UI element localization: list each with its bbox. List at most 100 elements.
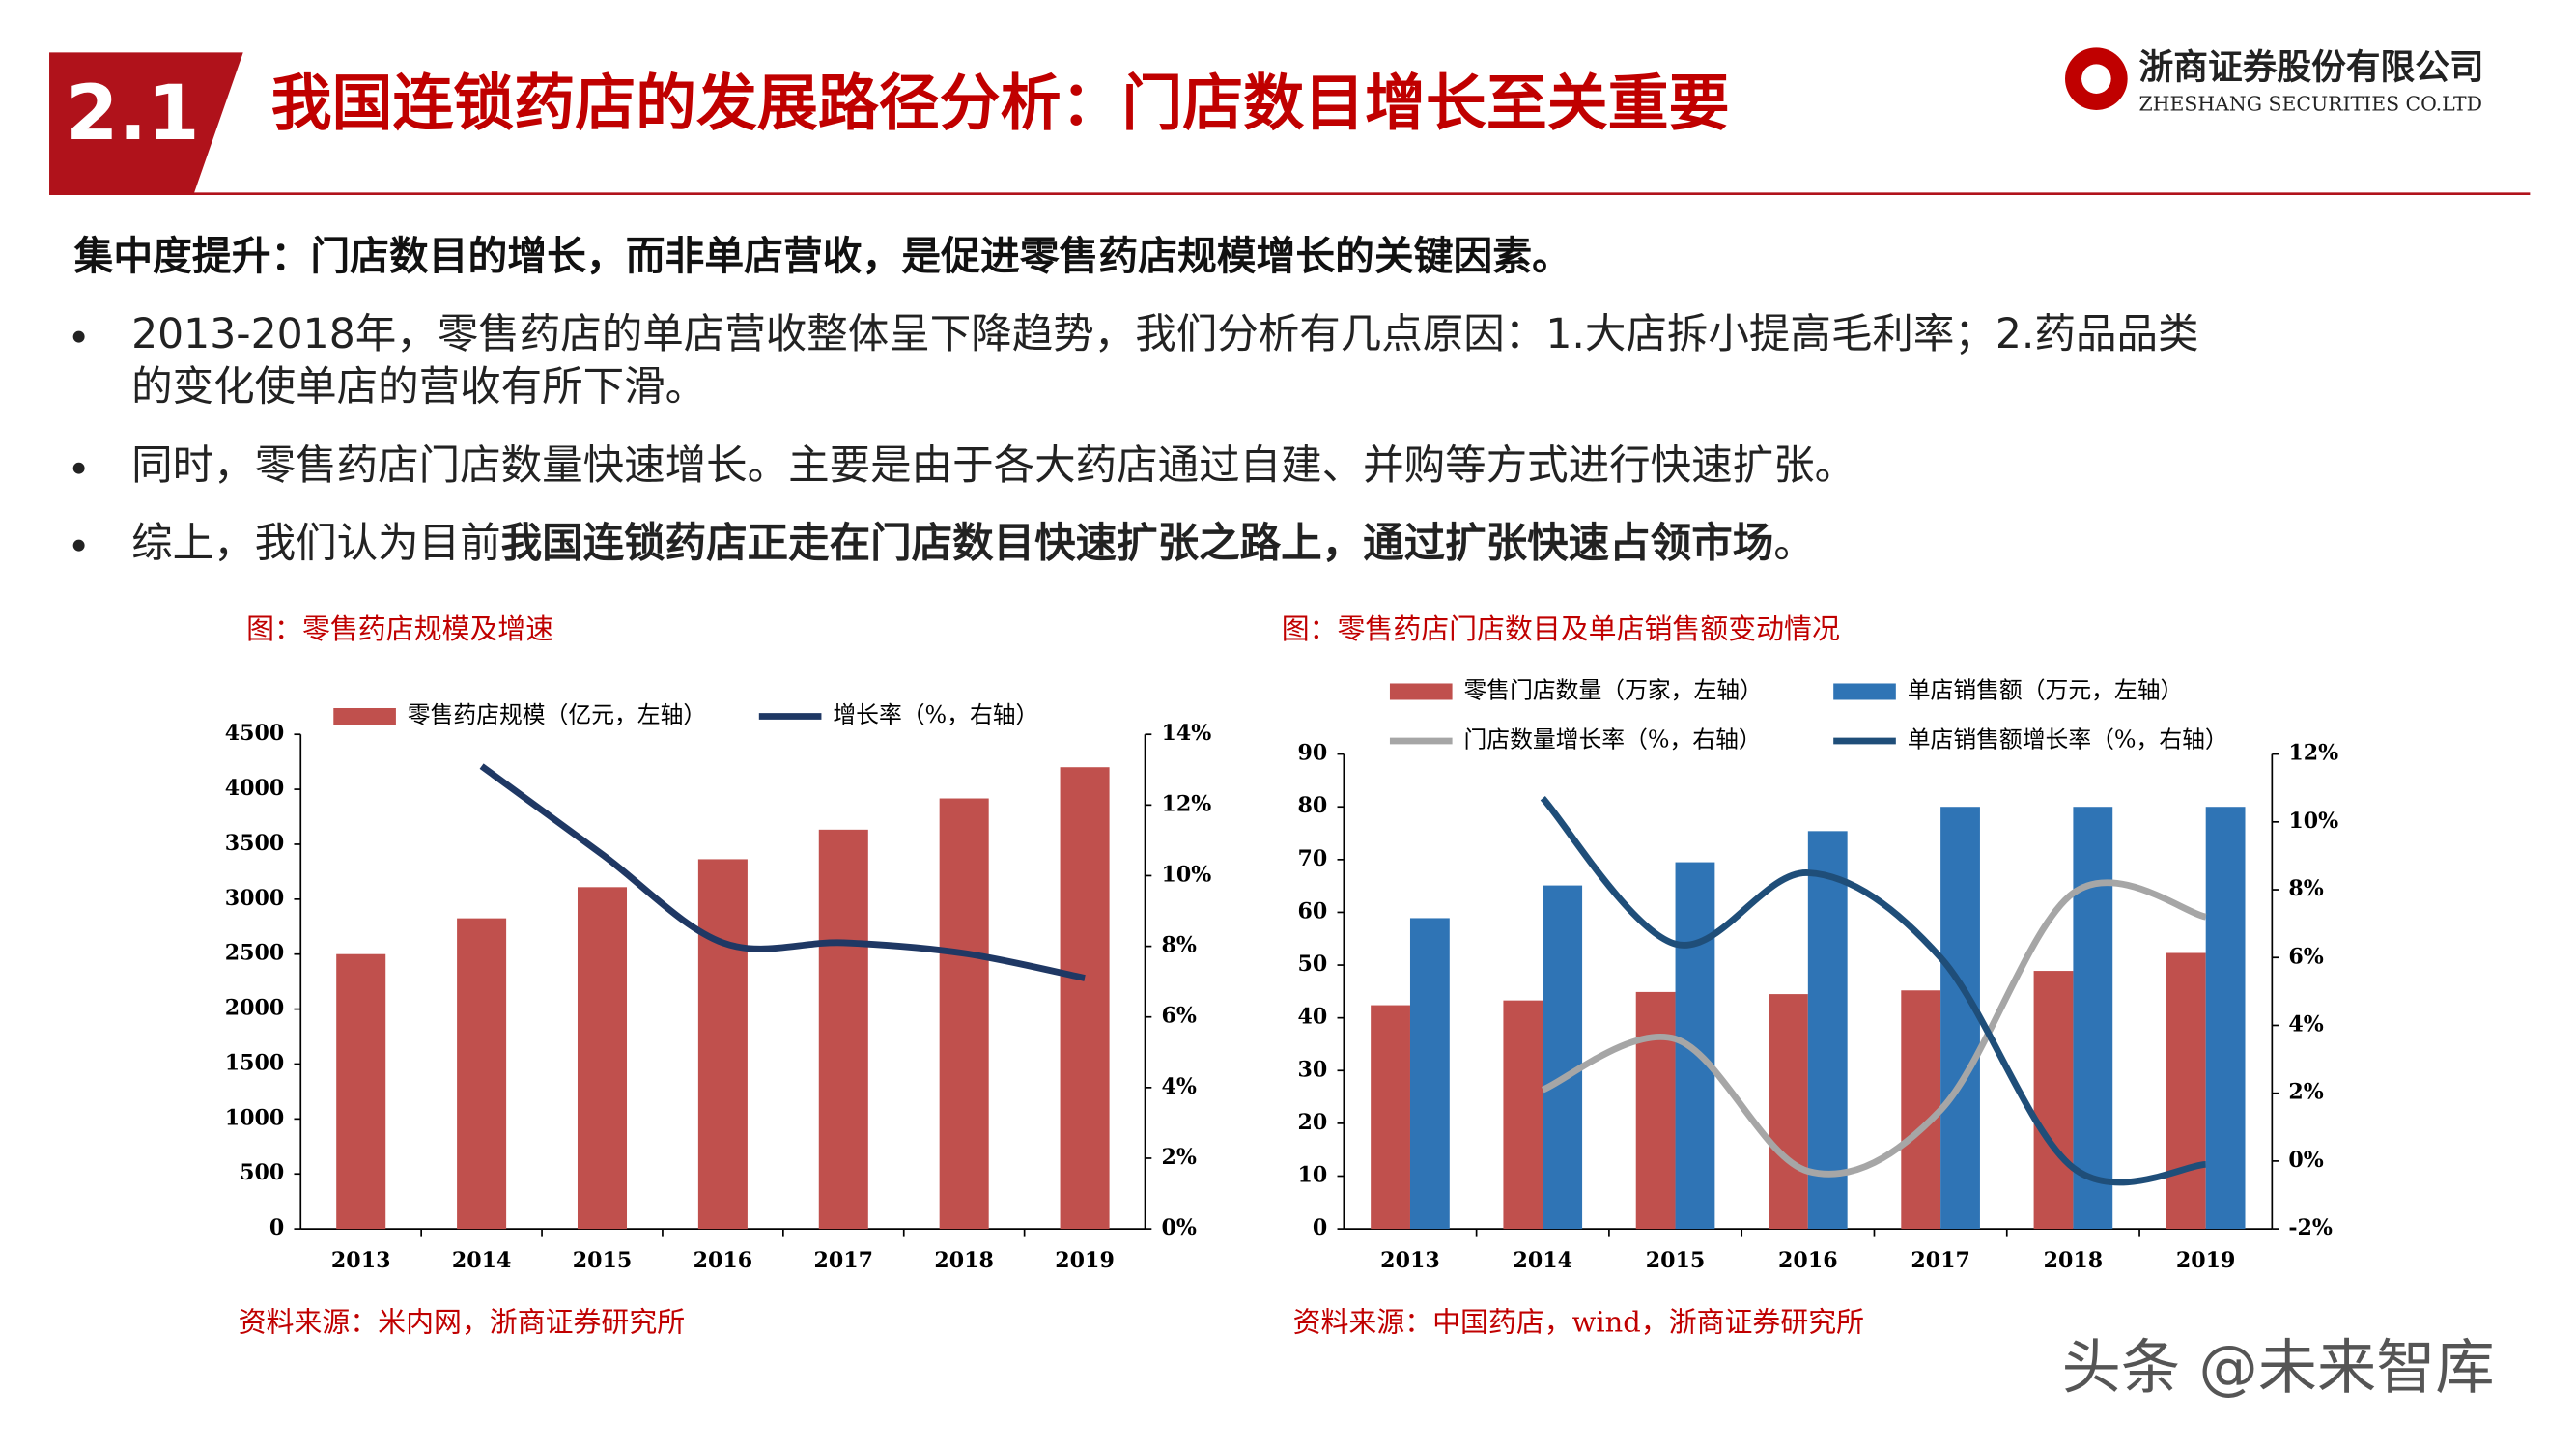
x-tick-label: 2015: [573, 1248, 633, 1273]
x-tick-label: 2016: [694, 1248, 753, 1273]
y-tick-label: 70: [1298, 846, 1328, 871]
bar: [1060, 767, 1110, 1230]
bar: [1635, 991, 1676, 1230]
y2-tick-label: 4%: [1162, 1074, 1197, 1099]
bar: [1940, 807, 1980, 1230]
line: [479, 763, 1086, 981]
x-tick-label: 2016: [1778, 1248, 1838, 1273]
y2-tick-label: 12%: [2288, 741, 2338, 766]
x-tick-label: 2014: [452, 1248, 512, 1273]
bar: [2166, 952, 2206, 1230]
bar: [1807, 831, 1848, 1230]
bullet-dot: [72, 330, 85, 343]
y-tick-label: 3000: [225, 886, 285, 911]
logo-cn: 浙商证券股份有限公司: [2139, 47, 2484, 87]
bar: [1371, 1005, 1410, 1230]
y-tick-label: 3500: [225, 831, 285, 856]
legend-swatch: [1833, 683, 1896, 700]
x-tick-label: 2017: [1911, 1248, 1970, 1273]
x-tick-label: 2013: [1380, 1248, 1440, 1273]
x-tick-label: 2013: [331, 1248, 391, 1273]
y2-tick-label: 2%: [1162, 1145, 1197, 1170]
y2-tick-label: 4%: [2288, 1011, 2323, 1037]
y-tick-label: 500: [240, 1160, 284, 1185]
x-tick-label: 2019: [2176, 1248, 2236, 1273]
badge-text: 2.1: [66, 70, 200, 157]
x-tick-label: 2014: [1513, 1248, 1572, 1273]
bar: [2073, 807, 2113, 1230]
line: [1541, 879, 2207, 1178]
legend-label: 增长率（%，右轴）: [833, 701, 1038, 728]
bar: [818, 829, 868, 1230]
bar: [939, 798, 989, 1230]
y2-tick-label: 0%: [2288, 1148, 2323, 1173]
y2-tick-label: 8%: [1162, 933, 1197, 958]
bullet-dot: [72, 462, 85, 474]
bar: [1675, 862, 1715, 1230]
y2-tick-label: 8%: [2288, 876, 2323, 901]
y-tick-label: 20: [1298, 1110, 1328, 1135]
bullet-text: 综上，我们认为目前我国连锁药店正走在门店数目快速扩张之路上，通过扩张快速占领市场…: [131, 520, 1815, 567]
bullet-dot: [72, 539, 85, 552]
y-tick-label: 80: [1298, 793, 1328, 818]
y2-tick-label: 10%: [1162, 862, 1212, 887]
legend-swatch: [333, 707, 396, 724]
bar: [1503, 1000, 1543, 1230]
y2-tick-label: -2%: [2288, 1215, 2333, 1240]
legend-label: 零售门店数量（万家，左轴）: [1463, 676, 1762, 703]
x-tick-label: 2018: [2044, 1248, 2104, 1273]
y-tick-label: 4500: [225, 721, 285, 746]
bar: [1901, 990, 1941, 1230]
y-tick-label: 2500: [225, 941, 285, 966]
legend-label: 单店销售额增长率（%，右轴）: [1908, 726, 2228, 753]
bar: [577, 887, 628, 1230]
bullet-part: 。: [1773, 520, 1815, 567]
y2-tick-label: 2%: [2288, 1080, 2323, 1105]
y-tick-label: 0: [1313, 1215, 1327, 1240]
logo-icon-inner: [2081, 64, 2111, 94]
watermark: 头条 @未来智库: [2062, 1334, 2495, 1403]
y-tick-label: 30: [1298, 1057, 1328, 1082]
slide-title: 我国连锁药店的发展路径分析：门店数目增长至关重要: [271, 68, 1730, 139]
bar: [2033, 971, 2074, 1230]
bar: [1769, 994, 1808, 1230]
y-tick-label: 2000: [225, 996, 285, 1021]
y-tick-label: 0: [269, 1215, 284, 1240]
y-tick-label: 1000: [225, 1105, 285, 1130]
badge: [49, 52, 243, 194]
legend-label: 门店数量增长率（%，右轴）: [1463, 726, 1761, 753]
bullet-bold: 我国连锁药店正走在门店数目快速扩张之路上，通过扩张快速占领市场: [501, 520, 1774, 567]
bullet-text: 同时，零售药店门店数量快速增长。主要是由于各大药店通过自建、并购等方式进行快速扩…: [131, 442, 1855, 490]
y2-tick-label: 12%: [1162, 791, 1212, 816]
bar: [1409, 918, 1450, 1230]
chart-title: 图：零售药店规模及增速: [246, 612, 553, 645]
y-tick-label: 4000: [225, 776, 285, 801]
bar: [697, 859, 748, 1230]
y-tick-label: 1500: [225, 1050, 285, 1075]
x-tick-label: 2019: [1055, 1248, 1115, 1273]
y-tick-label: 60: [1298, 898, 1328, 923]
y2-tick-label: 10%: [2288, 809, 2338, 834]
y-tick-label: 40: [1298, 1005, 1328, 1030]
chart-title: 图：零售药店门店数目及单店销售额变动情况: [1282, 612, 1840, 645]
chart-source: 资料来源：米内网，浙商证券研究所: [239, 1306, 686, 1339]
legend-swatch: [1389, 683, 1453, 700]
y-tick-label: 10: [1298, 1162, 1328, 1187]
line: [1540, 795, 2207, 1186]
y2-tick-label: 0%: [1162, 1215, 1197, 1240]
bullet-text: 的变化使单店的营收有所下滑。: [131, 364, 706, 412]
bar: [2205, 807, 2246, 1230]
y-tick-label: 90: [1298, 741, 1328, 766]
bullet-text: 2013-2018年，零售药店的单店营收整体呈下降趋势，我们分析有几点原因：1.…: [131, 311, 2198, 358]
legend-label: 单店销售额（万元，左轴）: [1908, 676, 2184, 703]
legend-label: 零售药店规模（亿元，左轴）: [408, 701, 706, 728]
lead-text: 集中度提升：门店数目的增长，而非单店营收，是促进零售药店规模增长的关键因素。: [73, 233, 1571, 279]
bar: [457, 918, 507, 1230]
y2-tick-label: 6%: [1162, 1004, 1197, 1029]
bar: [1543, 885, 1583, 1230]
y2-tick-label: 6%: [2288, 944, 2323, 969]
bullet-part: 综上，我们认为目前: [131, 520, 501, 567]
logo-en: ZHESHANG SECURITIES CO.LTD: [2139, 92, 2482, 115]
